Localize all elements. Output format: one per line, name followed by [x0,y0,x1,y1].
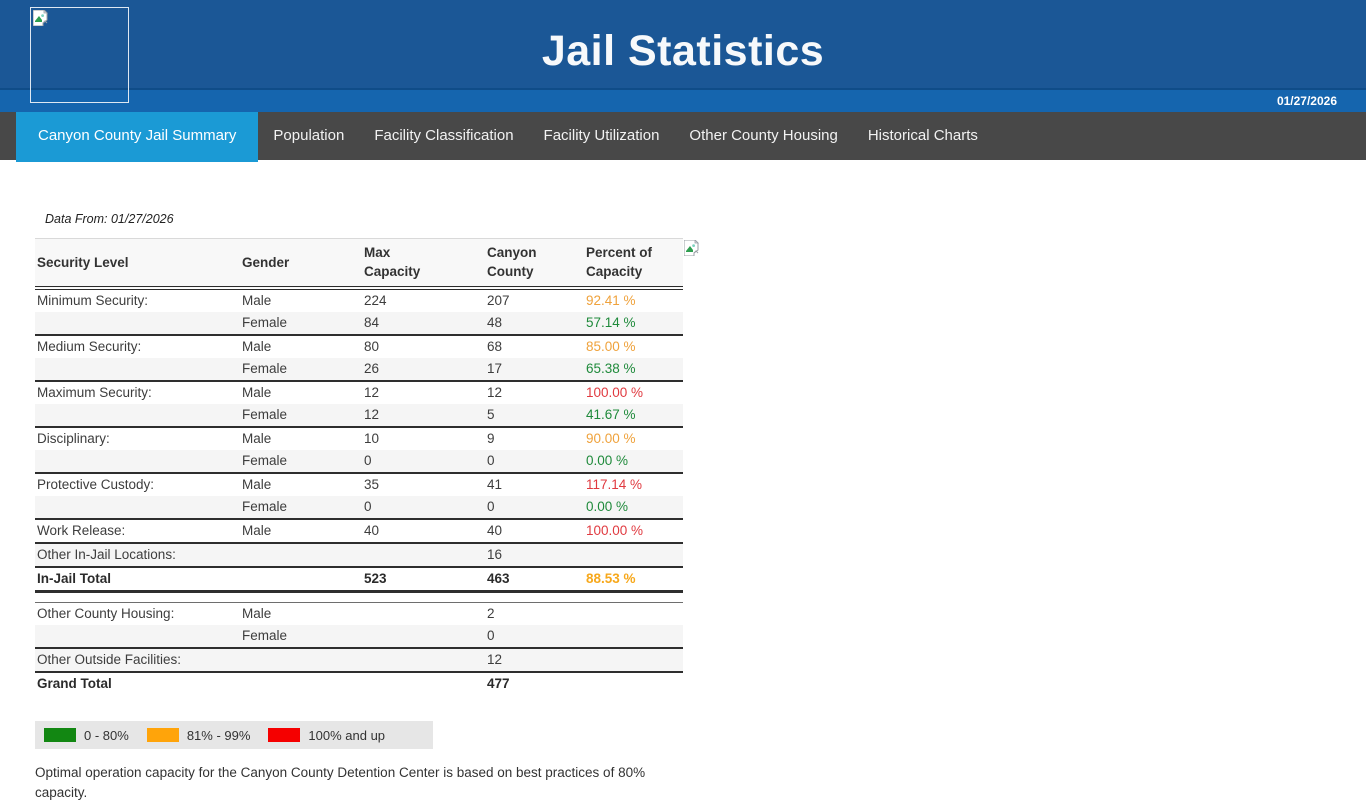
legend-item-orange: 81% - 99% [146,728,250,743]
table-row: Protective Custody: Male 35 41 117.14 % [37,477,643,492]
page-title: Jail Statistics [541,26,825,75]
main-navigation: Canyon County Jail Summary Population Fa… [0,112,1366,162]
tab-canyon-county-jail-summary[interactable]: Canyon County Jail Summary [16,112,259,162]
broken-image-icon [684,240,699,256]
tab-historical-charts[interactable]: Historical Charts [867,127,978,144]
table-section-spacer [35,591,683,603]
legend-item-green: 0 - 80% [44,728,129,743]
capacity-note: Optimal operation capacity for the Canyo… [35,765,646,800]
broken-image-icon [33,10,48,26]
tab-other-county-housing[interactable]: Other County Housing [689,127,838,144]
grand-total-row: Grand Total 477 [37,676,510,691]
in-jail-total-row: In-Jail Total 523 463 88.53 % [35,567,683,593]
orange-swatch-icon [146,728,179,742]
table-row: Female 12 5 41.67 % [35,404,683,428]
table-row: Female 0 [35,625,683,649]
legend-item-red: 100% and up [268,728,385,743]
table-row: Female 26 17 65.38 % [35,358,683,382]
col-gender: Gender [240,238,362,290]
data-from-label: Data From: 01/27/2026 [45,212,174,226]
table-row: Disciplinary: Male 10 9 90.00 % [37,431,636,446]
green-swatch-icon [44,728,76,742]
col-canyon-county: Canyon County [485,238,584,290]
current-date: 01/27/2026 [1276,94,1337,108]
red-swatch-icon [268,728,301,742]
main-content: Data From: 01/27/2026 Security Level Gen… [0,160,1366,803]
table-row: Work Release: Male 40 40 100.00 % [35,519,683,544]
col-security-level: Security Level [35,238,240,290]
table-row: Medium Security: Male 80 68 85.00 % [37,339,636,354]
table-row: Female 84 48 57.14 % [35,312,683,336]
col-percent-of-capacity: Percent of Capacity [584,238,683,290]
date-strip: 01/27/2026 [0,88,1366,112]
table-row: Other County Housing: Male 2 [37,606,495,621]
col-max-capacity: Max Capacity [362,238,485,290]
table-row: Other In-Jail Locations: 16 [35,543,683,568]
summary-table-wrap: Security Level Gender Max Capacity Canyo… [35,238,699,695]
jail-summary-table: Security Level Gender Max Capacity Canyo… [35,238,683,695]
logo-placeholder [30,7,129,103]
tab-facility-classification[interactable]: Facility Classification [374,127,514,144]
table-row: Other Outside Facilities: 12 [35,648,683,673]
table-header-row: Security Level Gender Max Capacity Canyo… [35,238,683,290]
tab-facility-utilization[interactable]: Facility Utilization [543,127,660,144]
tab-population[interactable]: Population [273,127,345,144]
page-header: Jail Statistics 01/27/2026 [0,0,1366,112]
table-row: Maximum Security: Male 12 12 100.00 % [37,385,644,400]
capacity-legend: 0 - 80% 81% - 99% 100% and up [35,721,433,749]
table-row: Minimum Security: Male 224 207 92.41 % [37,293,636,308]
